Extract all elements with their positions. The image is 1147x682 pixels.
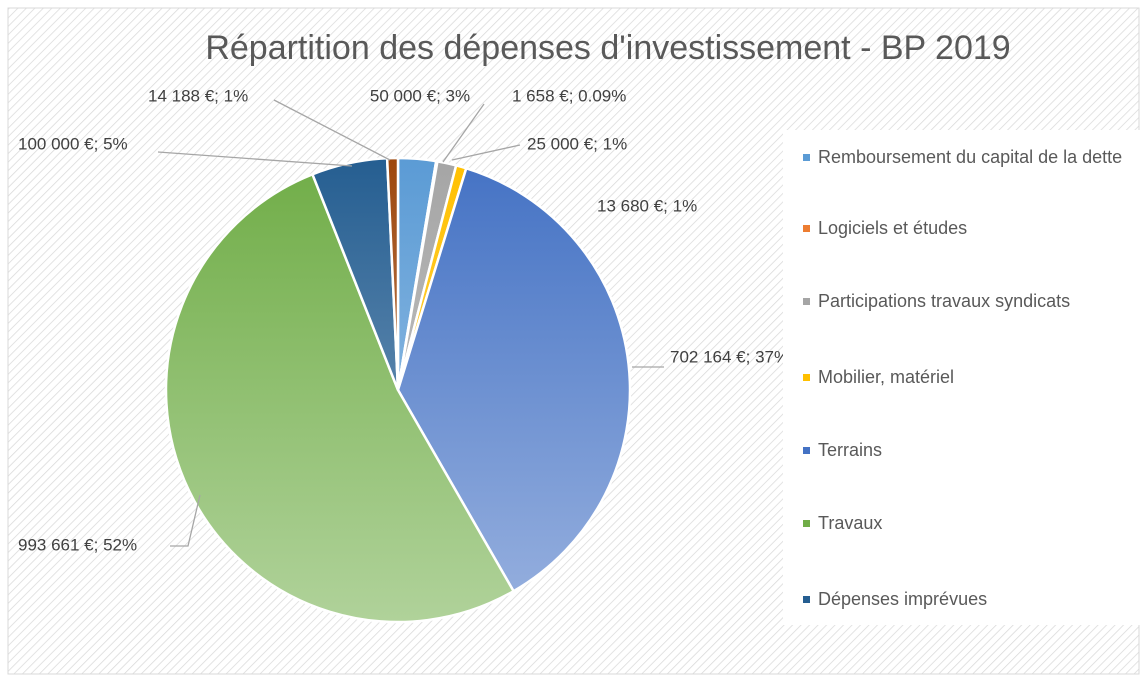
legend-swatch bbox=[803, 596, 810, 603]
legend-label: Mobilier, matériel bbox=[818, 367, 955, 387]
leader-line bbox=[273, 99, 391, 161]
data-label: 50 000 €; 3% bbox=[370, 86, 470, 105]
data-label: 702 164 €; 37% bbox=[670, 347, 789, 366]
legend-item: Mobilier, matériel bbox=[803, 365, 1147, 389]
data-label: 14 188 €; 1% bbox=[148, 86, 248, 105]
leader-line bbox=[157, 151, 353, 167]
legend-label: Terrains bbox=[818, 440, 883, 460]
data-label: 100 000 €; 5% bbox=[18, 134, 128, 153]
legend-item: Terrains bbox=[803, 438, 1147, 462]
data-label: 13 680 €; 1% bbox=[597, 196, 697, 215]
pie-slice bbox=[164, 172, 516, 624]
legend-item: Remboursement du capital de la dette bbox=[803, 145, 1147, 169]
legend-label: Logiciels et études bbox=[818, 218, 968, 238]
leader-line bbox=[170, 494, 201, 547]
leader-line bbox=[442, 103, 485, 163]
legend-item: Logiciels et études bbox=[803, 216, 1147, 240]
data-label: 1 658 €; 0.09% bbox=[512, 86, 626, 105]
legend-item: Travaux bbox=[803, 511, 1147, 535]
legend-swatch bbox=[803, 225, 810, 232]
leader-line bbox=[451, 144, 521, 161]
legend-label: Remboursement du capital de la dette bbox=[818, 147, 1123, 167]
legend-swatch bbox=[803, 374, 810, 381]
legend-swatch bbox=[803, 520, 810, 527]
legend-label: Travaux bbox=[818, 513, 883, 533]
legend-item: Dépenses imprévues bbox=[803, 587, 1147, 611]
data-label: 25 000 €; 1% bbox=[527, 134, 627, 153]
legend-item: Participations travaux syndicats bbox=[803, 289, 1147, 313]
pie-slice bbox=[396, 166, 632, 593]
legend-label: Participations travaux syndicats bbox=[818, 291, 1071, 311]
legend-swatch bbox=[803, 298, 810, 305]
legend-swatch bbox=[803, 154, 810, 161]
legend-swatch bbox=[803, 447, 810, 454]
chart-title: Répartition des dépenses d'investissemen… bbox=[205, 29, 1010, 67]
data-label: 993 661 €; 52% bbox=[18, 535, 137, 554]
legend: Remboursement du capital de la dette Logi… bbox=[783, 130, 1147, 625]
legend-label: Dépenses imprévues bbox=[818, 589, 988, 609]
